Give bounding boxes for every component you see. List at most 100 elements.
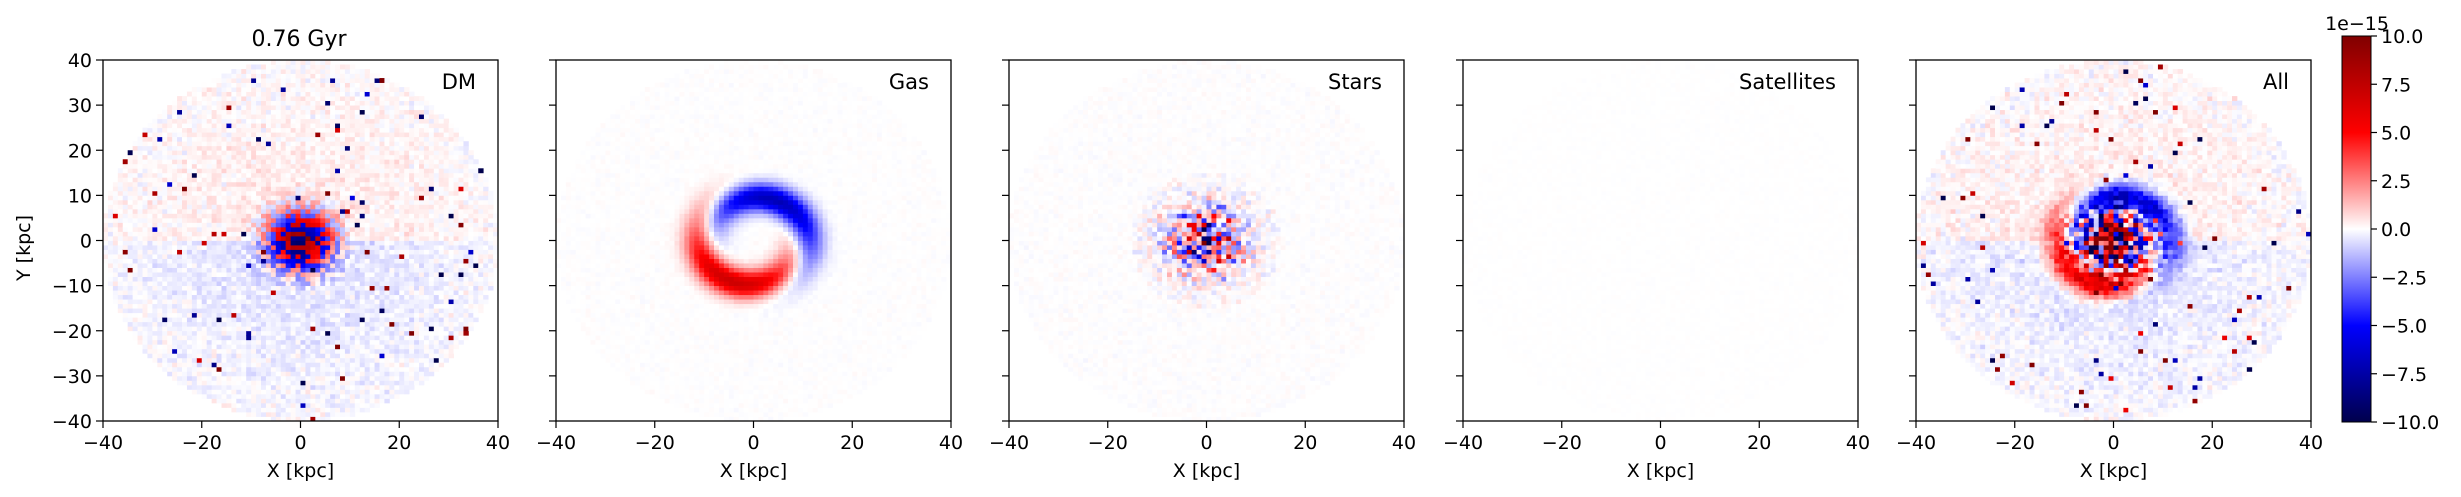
heatmap-cell — [340, 78, 345, 83]
heatmap-cell — [370, 87, 375, 92]
heatmap-cell — [187, 218, 192, 223]
heatmap-cell — [370, 123, 375, 128]
heatmap-cell — [414, 326, 419, 331]
heatmap-cell — [143, 132, 148, 137]
heatmap-cell — [305, 87, 310, 92]
heatmap-cell — [330, 259, 335, 264]
heatmap-cell — [335, 227, 340, 232]
heatmap-cell — [286, 277, 291, 282]
heatmap-cell — [345, 367, 350, 372]
heatmap-cell — [345, 87, 350, 92]
heatmap-cell — [197, 227, 202, 232]
heatmap-cell — [350, 177, 355, 182]
heatmap-cell — [434, 186, 439, 191]
heatmap-cell — [286, 132, 291, 137]
heatmap-cell — [286, 60, 291, 65]
heatmap-cell — [192, 114, 197, 119]
heatmap-cell — [271, 83, 276, 88]
heatmap-cell — [315, 358, 320, 363]
heatmap-cell — [468, 164, 473, 169]
heatmap-cell — [128, 295, 133, 300]
heatmap-cell — [399, 317, 404, 322]
heatmap-cell — [291, 195, 296, 200]
heatmap-cell — [320, 69, 325, 74]
heatmap-cell — [187, 358, 192, 363]
heatmap-cell — [266, 371, 271, 376]
heatmap-cell — [197, 87, 202, 92]
heatmap-cell — [424, 317, 429, 322]
heatmap-cell — [197, 250, 202, 255]
heatmap-cell — [310, 137, 315, 142]
heatmap-cell — [414, 263, 419, 268]
heatmap-cell — [310, 313, 315, 318]
heatmap-cell — [291, 182, 296, 187]
heatmap-cell — [236, 407, 241, 412]
heatmap-cell — [389, 259, 394, 264]
heatmap-cell — [177, 322, 182, 327]
heatmap-cell — [409, 340, 414, 345]
heatmap-cell — [394, 236, 399, 241]
heatmap-cell — [236, 83, 241, 88]
heatmap-cell — [315, 159, 320, 164]
heatmap-cell — [419, 331, 424, 336]
heatmap-cell — [157, 245, 162, 250]
heatmap-cell — [296, 349, 301, 354]
heatmap-cell — [394, 114, 399, 119]
heatmap-cell — [468, 299, 473, 304]
heatmap-cell — [133, 326, 138, 331]
heatmap-cell — [320, 268, 325, 273]
heatmap-cell — [478, 168, 483, 173]
heatmap-cell — [192, 376, 197, 381]
heatmap-cell — [345, 277, 350, 282]
heatmap-cell — [251, 299, 256, 304]
heatmap-cell — [414, 308, 419, 313]
heatmap-cell — [315, 92, 320, 97]
heatmap-cell — [350, 308, 355, 313]
heatmap-cell — [246, 263, 251, 268]
heatmap-cell — [281, 295, 286, 300]
heatmap-cell — [310, 74, 315, 79]
heatmap-cell — [444, 204, 449, 209]
heatmap-cell — [365, 385, 370, 390]
heatmap-cell — [291, 128, 296, 133]
heatmap-cell — [404, 286, 409, 291]
heatmap-cell — [113, 213, 118, 218]
heatmap-cell — [404, 304, 409, 309]
heatmap-cell — [454, 200, 459, 205]
heatmap-cell — [454, 146, 459, 151]
heatmap-cell — [305, 371, 310, 376]
heatmap-cell — [305, 385, 310, 390]
heatmap-cell — [380, 96, 385, 101]
heatmap-cell — [350, 317, 355, 322]
heatmap-cell — [375, 286, 380, 291]
heatmap-cell — [162, 186, 167, 191]
heatmap-cell — [281, 380, 286, 385]
heatmap-cell — [414, 105, 419, 110]
heatmap-cell — [271, 114, 276, 119]
heatmap-cell — [340, 69, 345, 74]
heatmap-cell — [419, 227, 424, 232]
heatmap-cell — [340, 317, 345, 322]
heatmap-cell — [143, 159, 148, 164]
heatmap-cell — [424, 313, 429, 318]
heatmap-cell — [320, 259, 325, 264]
heatmap-cell — [350, 87, 355, 92]
heatmap-cell — [226, 281, 231, 286]
heatmap-cell — [226, 74, 231, 79]
figure-title: 0.76 Gyr — [251, 27, 347, 52]
heatmap-cell — [222, 286, 227, 291]
heatmap-cell — [167, 322, 172, 327]
heatmap-cell — [463, 295, 468, 300]
heatmap-cell — [365, 186, 370, 191]
heatmap-cell — [444, 254, 449, 259]
heatmap-cell — [261, 83, 266, 88]
heatmap-cell — [261, 78, 266, 83]
heatmap-cell — [167, 123, 172, 128]
heatmap-cell — [276, 83, 281, 88]
heatmap-cell — [123, 164, 128, 169]
heatmap-cell — [483, 290, 488, 295]
heatmap-cell — [439, 272, 444, 277]
heatmap-cell — [380, 286, 385, 291]
heatmap-cell — [246, 132, 251, 137]
heatmap-cell — [419, 105, 424, 110]
